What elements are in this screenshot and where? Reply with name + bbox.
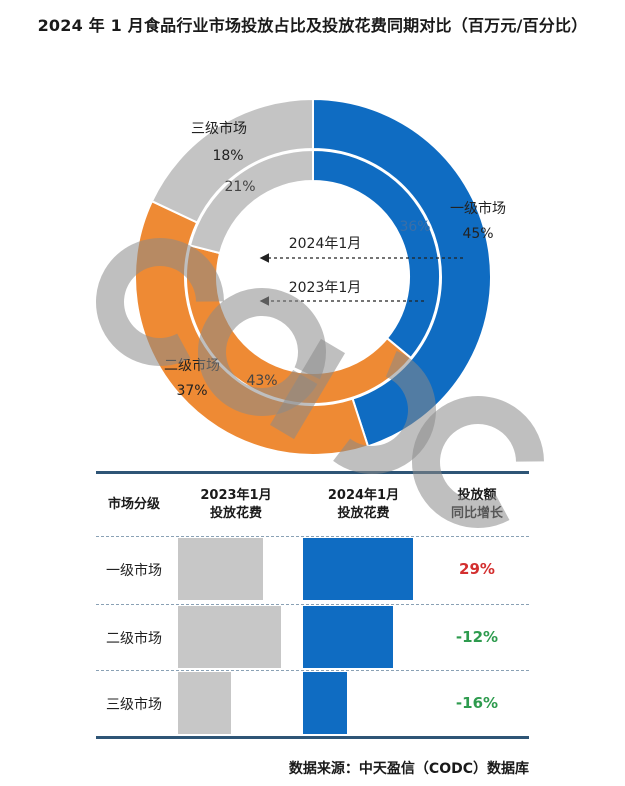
row-label: 三级市场: [106, 697, 162, 713]
source-note: 数据来源：中天盈信（CODC）数据库: [288, 761, 529, 777]
growth-value: -16%: [455, 694, 499, 712]
inner-value-secondary: 43%: [246, 373, 277, 389]
row-label: 二级市场: [106, 631, 162, 647]
growth-value: -12%: [455, 628, 499, 646]
row-label: 一级市场: [106, 563, 162, 579]
growth-value: 29%: [459, 560, 495, 578]
bar-2024-spend: [303, 672, 347, 734]
bar-2024-spend: [303, 606, 393, 668]
inner-value-primary: 36%: [399, 219, 430, 235]
outer-label-secondary: 二级市场: [164, 357, 220, 374]
inner-slice-tertiary: [188, 148, 314, 255]
annotation-2024: 2024年1月: [289, 236, 362, 252]
table-top-rule: [96, 471, 529, 474]
outer-label-tertiary: 三级市场: [191, 120, 247, 137]
outer-value-primary: 45%: [462, 226, 493, 242]
bar-2023-spend: [178, 538, 263, 600]
header-yoy-growth: 投放额 同比增长: [450, 488, 503, 521]
row-divider: [96, 670, 529, 671]
table-bottom-rule: [96, 736, 529, 739]
header-market-level: 市场分级: [107, 497, 160, 512]
bar-2023-spend: [178, 606, 281, 668]
annotation-2023: 2023年1月: [289, 280, 362, 296]
bar-2024-spend: [303, 538, 413, 600]
bar-2023-spend: [178, 672, 231, 734]
outer-value-tertiary: 18%: [212, 148, 243, 164]
inner-value-tertiary: 21%: [224, 179, 255, 195]
row-divider: [96, 536, 529, 537]
donut-chart: 一级市场 45% 二级市场 37% 三级市场 18% 36% 43% 21% 2024年1月 202…: [134, 97, 506, 456]
header-2023-spend: 2023年1月 投放花费: [200, 488, 272, 521]
outer-label-primary: 一级市场: [450, 200, 506, 217]
header-2024-spend: 2024年1月 投放花费: [327, 488, 400, 521]
chart-title: 2024 年 1 月食品行业市场投放占比及投放花费同期对比（百万元/百分比）: [37, 16, 588, 35]
outer-value-secondary: 37%: [176, 383, 207, 399]
row-divider: [96, 604, 529, 605]
